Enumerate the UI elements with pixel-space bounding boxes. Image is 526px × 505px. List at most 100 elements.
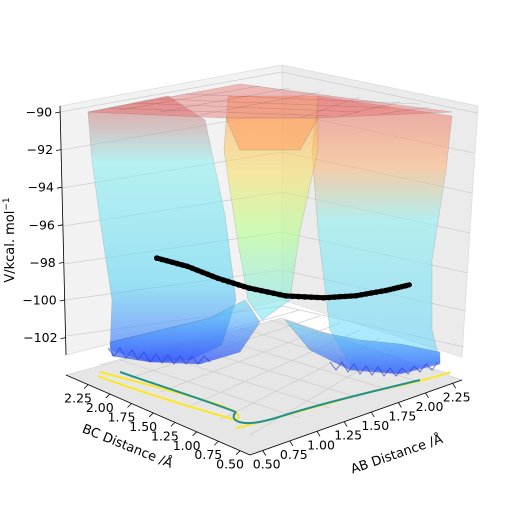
z-axis: −90 −92 −94 −96 −98 −100 −102 V/kcal. mol−1: [2, 105, 67, 356]
x-tick-label: 2.25: [443, 389, 471, 404]
trajectory-point: [342, 293, 349, 300]
z-tick-label: −96: [28, 217, 54, 232]
z-tick-label: −94: [28, 180, 54, 195]
trajectory-point: [363, 291, 370, 297]
trajectory-point: [246, 285, 252, 291]
y-tick-mark: [105, 393, 111, 399]
trajectory-point: [402, 283, 409, 289]
y-tick-label: 0.75: [194, 447, 222, 462]
surface-valley-right: [284, 319, 441, 375]
y-tick-label: 1.50: [129, 419, 157, 434]
y-tick-label: 2.00: [86, 400, 114, 415]
x-tick-mark: [425, 392, 429, 399]
z-tick-labels: −90 −92 −94 −96 −98 −100 −102: [22, 105, 66, 345]
contour-inner-left: [119, 371, 237, 413]
trajectory-point: [378, 288, 385, 295]
x-tick-label: 0.50: [253, 457, 281, 472]
x-tick-label: 2.00: [416, 399, 444, 414]
trajectory-point: [348, 293, 354, 299]
x-tick-labels: 0.500.751.001.251.501.752.002.25: [253, 383, 471, 472]
trajectory-point: [204, 271, 211, 278]
surface-valley-left: [109, 299, 261, 365]
trajectory-point: [184, 263, 191, 270]
trajectory-point: [295, 293, 302, 300]
z-tick-mark: [57, 224, 63, 227]
x-tick-mark: [370, 411, 375, 418]
trajectory-point: [302, 294, 308, 300]
trajectory-point: [189, 265, 196, 272]
surface-plateau-top: [87, 83, 453, 119]
y-tick-label: 1.75: [108, 409, 136, 424]
z-tick-mark: [59, 299, 65, 302]
trajectory-point: [270, 290, 277, 297]
trajectory-point: [174, 260, 180, 267]
trajectory-point: [289, 293, 296, 300]
trajectory-point: [159, 256, 165, 263]
trajectory-point: [194, 267, 201, 274]
contour-outer-left: [97, 371, 240, 422]
z-axis-label-superscript: −1: [2, 197, 12, 210]
trajectory-point: [235, 282, 242, 288]
x-tick-mark: [262, 450, 267, 456]
z-tick-mark: [55, 149, 62, 151]
surface-bottom-edge: [107, 347, 211, 365]
trajectory-point: [199, 269, 206, 276]
y-tick-labels: 2.252.001.751.501.251.000.750.50: [64, 384, 244, 472]
trajectory-point: [331, 294, 338, 300]
y-tick-label: 2.25: [64, 391, 92, 406]
z-tick-label: −98: [29, 255, 55, 270]
x-axis-label: AB Distance /Å: [349, 431, 445, 477]
x-tick-label: 1.25: [334, 428, 362, 443]
trajectory-point: [215, 275, 221, 282]
x-tick-label: 0.75: [280, 447, 308, 462]
surface-central-ridge: [223, 95, 319, 321]
z-tick-mark: [60, 337, 66, 339]
z-tick-mark: [55, 111, 61, 114]
x-tick-mark: [343, 421, 348, 427]
trajectory-point: [308, 294, 314, 301]
surface-mesh: [109, 85, 431, 119]
trajectory-point: [164, 258, 170, 264]
trajectory-point: [230, 280, 237, 287]
energy-surface: [87, 83, 453, 377]
contour-inner-right: [281, 379, 421, 417]
trajectory-point: [220, 277, 226, 283]
trajectory-point: [373, 289, 380, 296]
z-tick-label: −100: [22, 293, 56, 308]
trajectory-point: [358, 292, 365, 298]
surface-bottom-edge-right: [329, 361, 439, 377]
contour-corner: [232, 411, 283, 424]
y-tick-mark: [83, 384, 89, 389]
trajectory-point: [210, 273, 216, 280]
z-tick-mark: [56, 186, 63, 189]
x-tick-label: 1.50: [361, 418, 389, 433]
x-tick-label: 1.00: [307, 437, 335, 452]
surface-right-wall: [311, 95, 453, 373]
y-tick-label: 1.00: [173, 438, 201, 453]
y-tick-label: 0.50: [216, 457, 244, 472]
floor-contours: [97, 371, 451, 429]
trajectory-point: [314, 294, 321, 301]
trajectory-point: [368, 290, 375, 296]
x-tick-mark: [398, 402, 402, 408]
trajectory-point: [179, 262, 186, 268]
trajectory-point: [225, 278, 232, 285]
z-tick-label: −92: [27, 142, 53, 157]
y-tick-label: 1.25: [151, 428, 179, 443]
x-tick-mark: [452, 383, 457, 389]
z-tick-label: −90: [26, 105, 52, 120]
y-tick-mark: [235, 450, 241, 455]
trajectory-point: [154, 255, 160, 261]
y-tick-mark: [127, 403, 132, 408]
x-tick-mark: [289, 440, 294, 447]
trajectory-point: [320, 295, 327, 301]
x-tick-mark: [316, 431, 321, 437]
trajectory-point: [258, 287, 265, 294]
surface-plateau-front: [225, 117, 319, 151]
z-tick-mark: [58, 262, 64, 264]
trajectory-point: [264, 289, 271, 295]
trajectory-point: [326, 294, 332, 301]
trajectory-point: [252, 286, 259, 293]
